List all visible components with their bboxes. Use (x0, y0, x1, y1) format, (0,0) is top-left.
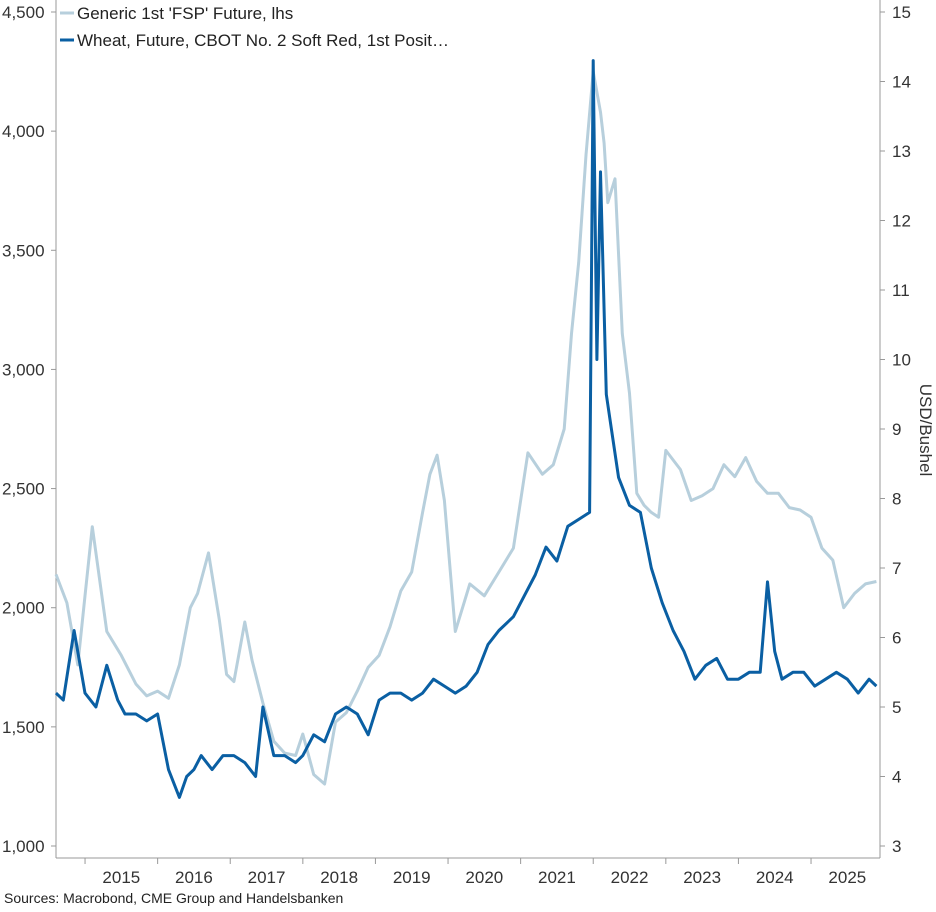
x-tick-label: 2015 (102, 868, 140, 887)
right-axis-ticks: 3 4 5 6 7 8 9 10 11 12 13 14 15 (880, 3, 911, 856)
x-tick-label: 2024 (756, 868, 794, 887)
right-tick-label: 8 (892, 490, 901, 509)
right-tick-label: 4 (892, 768, 901, 787)
right-tick-label: 6 (892, 629, 901, 648)
left-tick-label: 3,000 (2, 360, 45, 379)
legend: Generic 1st 'FSP' Future, lhs Wheat, Fut… (60, 4, 449, 50)
right-tick-label: 7 (892, 559, 901, 578)
right-tick-label: 15 (892, 3, 911, 22)
x-tick-label: 2022 (611, 868, 649, 887)
right-tick-label: 14 (892, 73, 911, 92)
x-tick-label: 2025 (828, 868, 866, 887)
x-tick-label: 2023 (683, 868, 721, 887)
x-tick-label: 2020 (465, 868, 503, 887)
legend-label-fsp: Generic 1st 'FSP' Future, lhs (77, 4, 293, 23)
left-axis-ticks: 1,000 1,500 2,000 2,500 3,000 3,500 4,000 4,500 (2, 3, 56, 856)
right-tick-label: 12 (892, 212, 911, 231)
left-tick-label: 2,500 (2, 480, 45, 499)
x-tick-label: 2021 (538, 868, 576, 887)
x-tick-label: 2018 (320, 868, 358, 887)
right-tick-label: 9 (892, 420, 901, 439)
right-tick-label: 5 (892, 698, 901, 717)
left-tick-label: 1,000 (2, 837, 45, 856)
left-tick-label: 2,000 (2, 599, 45, 618)
left-tick-label: 4,000 (2, 122, 45, 141)
right-tick-label: 3 (892, 837, 901, 856)
series-line-fsp (54, 70, 877, 786)
right-tick-label: 13 (892, 142, 911, 161)
left-tick-label: 3,500 (2, 241, 45, 260)
legend-label-wheat: Wheat, Future, CBOT No. 2 Soft Red, 1st … (77, 31, 449, 50)
x-axis-ticks: 2015 2016 2017 2018 2019 2020 2021 2022 2023 2024… (84, 858, 866, 887)
left-tick-label: 1,500 (2, 718, 45, 737)
series-line-wheat (54, 59, 878, 799)
x-tick-label: 2017 (248, 868, 286, 887)
right-tick-label: 10 (892, 351, 911, 370)
right-tick-label: 11 (892, 281, 910, 300)
left-tick-label: 4,500 (2, 3, 45, 22)
series-layer (54, 59, 878, 799)
right-axis-label: USD/Bushel (916, 384, 935, 477)
source-note: Sources: Macrobond, CME Group and Handel… (4, 890, 344, 906)
x-tick-label: 2019 (393, 868, 431, 887)
plot-frame (55, 0, 881, 859)
x-tick-label: 2016 (175, 868, 213, 887)
